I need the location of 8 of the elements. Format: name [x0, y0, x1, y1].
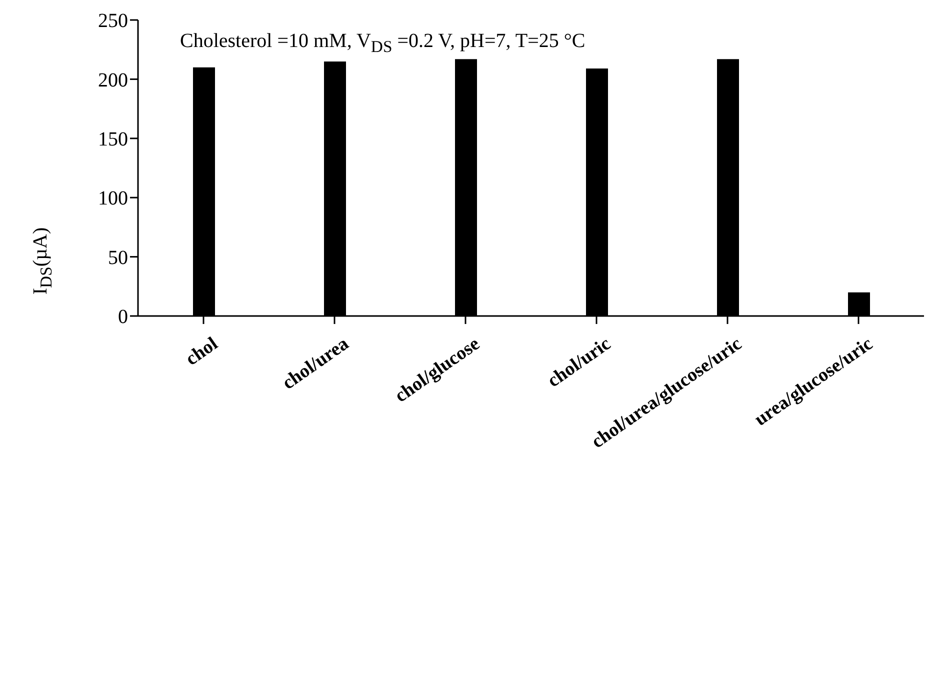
y-tick-label: 150 — [98, 128, 128, 150]
y-tick-label: 100 — [98, 188, 128, 210]
y-tick-label: 200 — [98, 69, 128, 92]
y-tick-label: 50 — [108, 246, 128, 269]
y-tick-label: 250 — [98, 10, 128, 32]
y-tick-label: 0 — [118, 306, 128, 328]
x-tick-label: chol — [182, 333, 222, 370]
annotation: Cholesterol =10 mM, V$_{DS}$ =0.2 V, pH=7, T=25 °C — [180, 30, 586, 57]
